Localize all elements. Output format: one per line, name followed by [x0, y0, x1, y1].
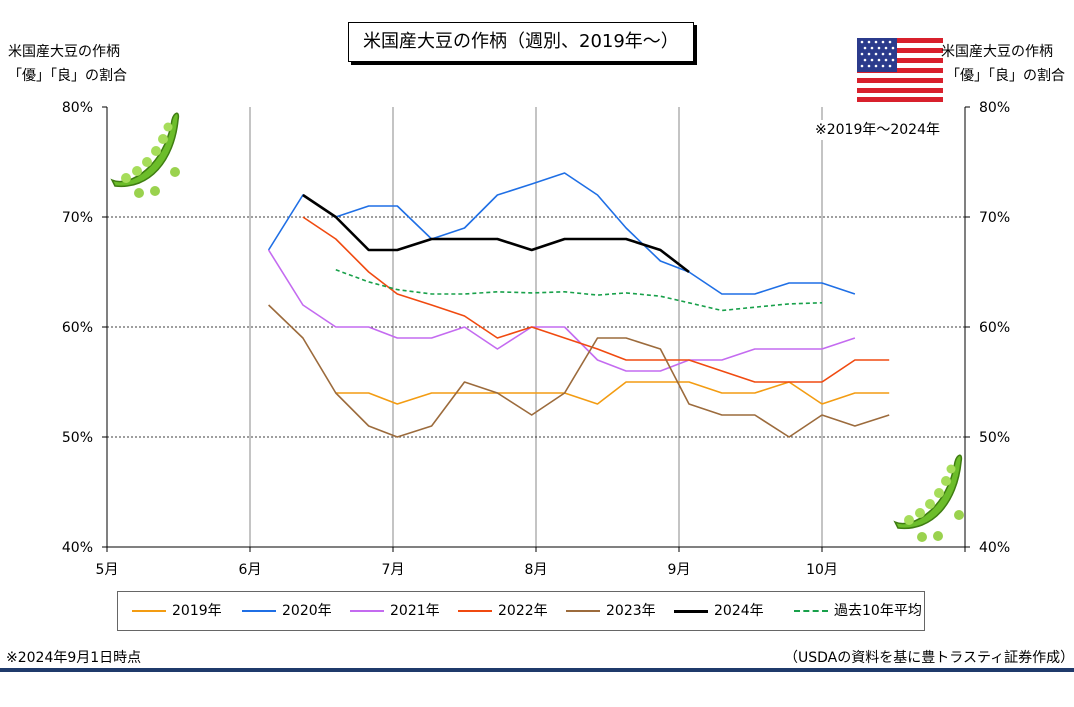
series-line [267, 249, 856, 372]
left-axis-label-line1: 米国産大豆の作柄 [8, 44, 120, 60]
series-line [302, 193, 690, 274]
legend-swatch [132, 610, 166, 612]
legend-label: 2020年 [282, 603, 332, 619]
x-tick-label: 8月 [525, 562, 548, 578]
legend: 2019年 2020年 2021年 2022年 2023年 2024年 過去10年平均 [117, 591, 925, 631]
y-tick-label-right: 60% [979, 320, 1010, 336]
y-tick-label-right: 70% [979, 210, 1010, 226]
pea-pod-icon [110, 112, 180, 198]
y-tick-label-left: 50% [62, 430, 93, 446]
chart-title: 米国産大豆の作柄（週別、2019年～） [348, 22, 694, 62]
right-axis-label-line2: 「優」「良」の割合 [946, 68, 1065, 84]
x-tick-label: 6月 [239, 562, 262, 578]
footnote-right: （USDAの資料を基に豊トラスティ証券作成） [784, 650, 1074, 666]
right-axis-label-line1: 米国産大豆の作柄 [941, 44, 1053, 60]
legend-swatch [242, 610, 276, 612]
y-tick-label-right: 40% [979, 540, 1010, 556]
series-lines [267, 172, 890, 438]
legend-swatch [350, 610, 384, 612]
footnote-left: ※2024年9月1日時点 [6, 650, 142, 666]
legend-swatch [794, 610, 828, 612]
axes: 40% 40% 50% 50% 60% 60% 70% 70% 80% 80% 5月 6月 7月 8月 9月… [62, 100, 1010, 578]
x-tick-label: 9月 [668, 562, 691, 578]
legend-swatch [674, 610, 708, 613]
series-line [268, 304, 890, 438]
legend-label: 過去10年平均 [834, 603, 922, 619]
series-line [335, 381, 890, 405]
series-line [335, 269, 823, 312]
legend-label: 2019年 [172, 603, 222, 619]
legend-label: 2024年 [714, 603, 764, 619]
legend-label: 2022年 [498, 603, 548, 619]
x-tick-label: 10月 [806, 562, 838, 578]
x-tick-label: 5月 [96, 562, 119, 578]
left-axis-label-line2: 「優」「良」の割合 [8, 68, 127, 84]
legend-swatch [458, 610, 492, 612]
pea-pod-icon [893, 454, 964, 542]
us-flag-icon [857, 38, 943, 102]
y-tick-label-left: 70% [62, 210, 93, 226]
y-tick-label-left: 40% [62, 540, 93, 556]
x-tick-label: 7月 [382, 562, 405, 578]
y-tick-label-left: 60% [62, 320, 93, 336]
legend-swatch [566, 610, 600, 612]
series-line [302, 216, 890, 383]
legend-label: 2023年 [606, 603, 656, 619]
legend-label: 2021年 [390, 603, 440, 619]
bottom-rule [0, 668, 1074, 672]
decorations [110, 38, 964, 542]
y-tick-label-right: 50% [979, 430, 1010, 446]
y-tick-label-left: 80% [62, 100, 93, 116]
period-note: ※2019年～2024年 [815, 120, 940, 140]
series-line [267, 172, 856, 295]
y-tick-label-right: 80% [979, 100, 1010, 116]
